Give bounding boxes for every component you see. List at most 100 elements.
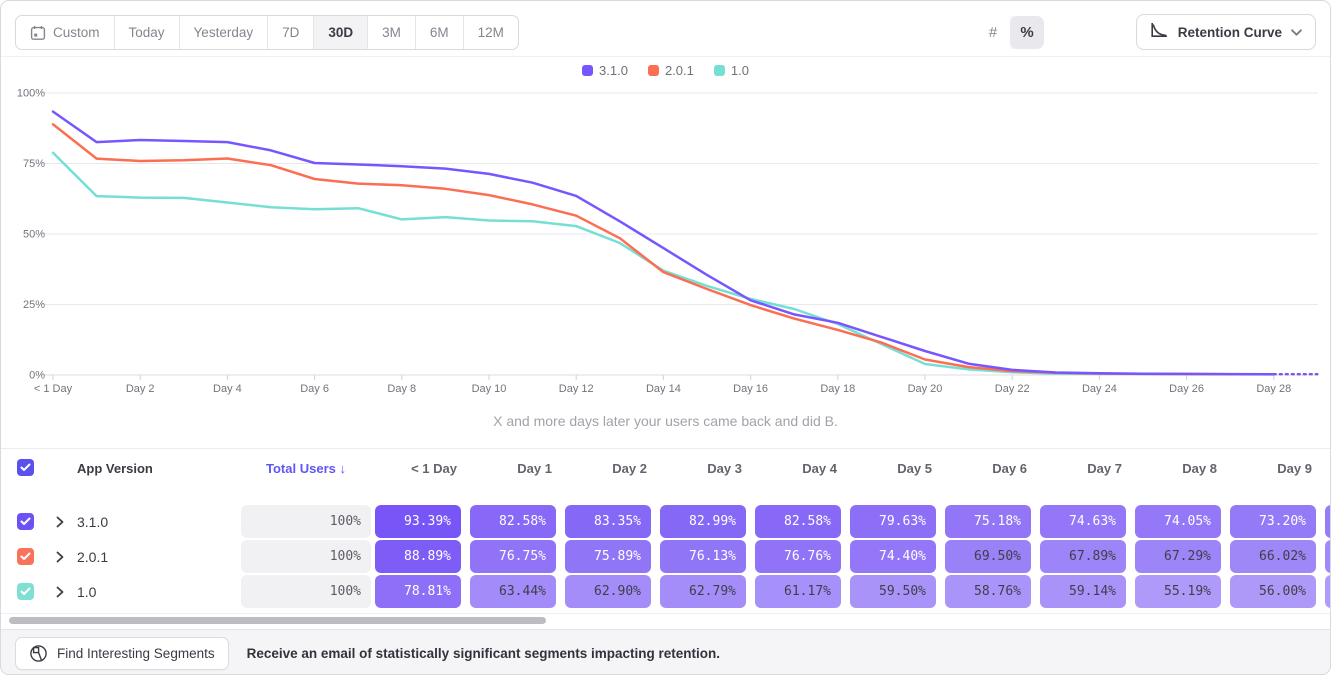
legend-label: 2.0.1 <box>664 63 694 78</box>
svg-text:< 1 Day: < 1 Day <box>34 383 73 395</box>
table-row-1.0: 1.0 100% 78.81% 63.44% 62.90% 62.79% 61.17% 59.… <box>1 575 1330 608</box>
range-button-6m[interactable]: 6M <box>416 16 464 49</box>
check-icon <box>20 587 31 595</box>
retention-cell: 74.40% <box>850 540 936 573</box>
retention-cell: 93.39% <box>375 505 461 538</box>
total-users-cell: 100% <box>241 540 371 573</box>
retention-cell: 76.13% <box>660 540 746 573</box>
header--1-day: < 1 Day <box>411 460 457 476</box>
retention-cell: 69.50% <box>945 540 1031 573</box>
header-total-users[interactable]: Total Users ↓ <box>266 460 346 476</box>
range-button-7d[interactable]: 7D <box>268 16 315 49</box>
svg-text:Day 14: Day 14 <box>646 383 681 395</box>
row-expander-2.0.1[interactable] <box>53 550 67 564</box>
range-button-custom[interactable]: Custom <box>16 16 115 49</box>
svg-text:Day 12: Day 12 <box>559 383 594 395</box>
retention-cell-clipped <box>1325 575 1330 608</box>
chart-legend: 3.1.0 2.0.1 1.0 <box>1 63 1330 78</box>
retention-cell: 62.79% <box>660 575 746 608</box>
retention-cell: 58.76% <box>945 575 1031 608</box>
retention-cell: 59.14% <box>1040 575 1126 608</box>
range-button-3m[interactable]: 3M <box>368 16 416 49</box>
select-all-checkbox[interactable] <box>17 459 34 476</box>
header-day-7: Day 7 <box>1087 460 1122 476</box>
sort-arrow-icon: ↓ <box>339 460 346 476</box>
table-row-3.1.0: 3.1.0 100% 93.39% 82.58% 83.35% 82.99% 82.58% 7… <box>1 505 1330 538</box>
row-expander-3.1.0[interactable] <box>53 515 67 529</box>
legend-item-1.0[interactable]: 1.0 <box>713 63 749 78</box>
retention-cell: 76.76% <box>755 540 841 573</box>
table-header-row: App Version Total Users ↓ < 1 Day Day 1 Da… <box>1 449 1330 487</box>
total-users-cell: 100% <box>241 575 371 608</box>
retention-cell: 82.99% <box>660 505 746 538</box>
svg-text:Day 22: Day 22 <box>995 383 1030 395</box>
header-day-4: Day 4 <box>802 460 837 476</box>
legend-swatch <box>713 65 725 76</box>
expand-chevron-icon <box>56 586 64 598</box>
percent-format-button[interactable]: % <box>1010 16 1044 49</box>
retention-cell: 74.63% <box>1040 505 1126 538</box>
header-day-1: Day 1 <box>517 460 552 476</box>
row-expander-1.0[interactable] <box>53 585 67 599</box>
percent-icon: % <box>1020 24 1034 41</box>
retention-cell: 61.17% <box>755 575 841 608</box>
check-icon <box>20 517 31 525</box>
legend-label: 1.0 <box>730 63 749 78</box>
header-app-version: App Version <box>77 460 153 476</box>
row-version-label: 2.0.1 <box>77 548 109 565</box>
legend-swatch <box>647 65 659 76</box>
retention-cell: 78.81% <box>375 575 461 608</box>
chart-caption: X and more days later your users came ba… <box>493 413 838 429</box>
find-segments-button[interactable]: Find Interesting Segments <box>15 636 229 670</box>
expand-chevron-icon <box>56 516 64 528</box>
svg-text:Day 20: Day 20 <box>908 383 943 395</box>
svg-text:Day 4: Day 4 <box>213 383 242 395</box>
bottom-bar: Find Interesting Segments Receive an ema… <box>1 629 1330 674</box>
legend-swatch <box>582 65 594 76</box>
horizontal-scrollbar[interactable] <box>9 617 546 624</box>
svg-text:Day 18: Day 18 <box>820 383 855 395</box>
absolute-format-button[interactable]: # <box>976 16 1010 49</box>
header-day-5: Day 5 <box>897 460 932 476</box>
retention-cell-clipped <box>1325 540 1330 573</box>
retention-curve-icon <box>1150 22 1169 43</box>
row-checkbox-3.1.0[interactable] <box>17 513 34 530</box>
range-button-yesterday[interactable]: Yesterday <box>180 16 269 49</box>
svg-text:Day 6: Day 6 <box>300 383 329 395</box>
range-button-30d[interactable]: 30D <box>314 16 369 49</box>
bottom-message: Receive an email of statistically signif… <box>246 645 720 661</box>
svg-text:Day 16: Day 16 <box>733 383 768 395</box>
svg-text:Day 2: Day 2 <box>126 383 155 395</box>
svg-text:Day 26: Day 26 <box>1169 383 1204 395</box>
table-rows: 3.1.0 100% 93.39% 82.58% 83.35% 82.99% 82.58% 7… <box>1 487 1330 608</box>
svg-text:Day 8: Day 8 <box>387 383 416 395</box>
row-checkbox-2.0.1[interactable] <box>17 548 34 565</box>
legend-item-2.0.1[interactable]: 2.0.1 <box>647 63 694 78</box>
svg-text:0%: 0% <box>29 370 45 382</box>
hash-icon: # <box>988 24 998 41</box>
retention-cell-clipped <box>1325 505 1330 538</box>
row-version-label: 1.0 <box>77 583 97 600</box>
expand-chevron-icon <box>56 551 64 563</box>
view-selector-button[interactable]: Retention Curve <box>1135 14 1316 50</box>
retention-cell: 82.58% <box>470 505 556 538</box>
table-row-2.0.1: 2.0.1 100% 88.89% 76.75% 75.89% 76.13% 76.76% 7… <box>1 540 1330 573</box>
value-format-toggle: #% <box>976 16 1044 49</box>
row-checkbox-1.0[interactable] <box>17 583 34 600</box>
header-day-3: Day 3 <box>707 460 742 476</box>
retention-cell: 59.50% <box>850 575 936 608</box>
header-day-2: Day 2 <box>612 460 647 476</box>
calendar-icon <box>30 25 46 40</box>
total-users-cell: 100% <box>241 505 371 538</box>
check-icon <box>20 552 31 560</box>
range-button-today[interactable]: Today <box>115 16 180 49</box>
header-day-6: Day 6 <box>992 460 1027 476</box>
retention-table: App Version Total Users ↓ < 1 Day Day 1 Da… <box>1 448 1330 614</box>
retention-chart: 0% 25% 50% 75% 100% < 1 Day Day 2 Day 4 Day 6 Day… <box>17 88 1319 395</box>
legend-item-3.1.0[interactable]: 3.1.0 <box>582 63 628 78</box>
svg-text:Day 10: Day 10 <box>472 383 507 395</box>
range-button-12m[interactable]: 12M <box>477 25 504 40</box>
svg-text:75%: 75% <box>23 158 45 170</box>
retention-cell: 74.05% <box>1135 505 1221 538</box>
